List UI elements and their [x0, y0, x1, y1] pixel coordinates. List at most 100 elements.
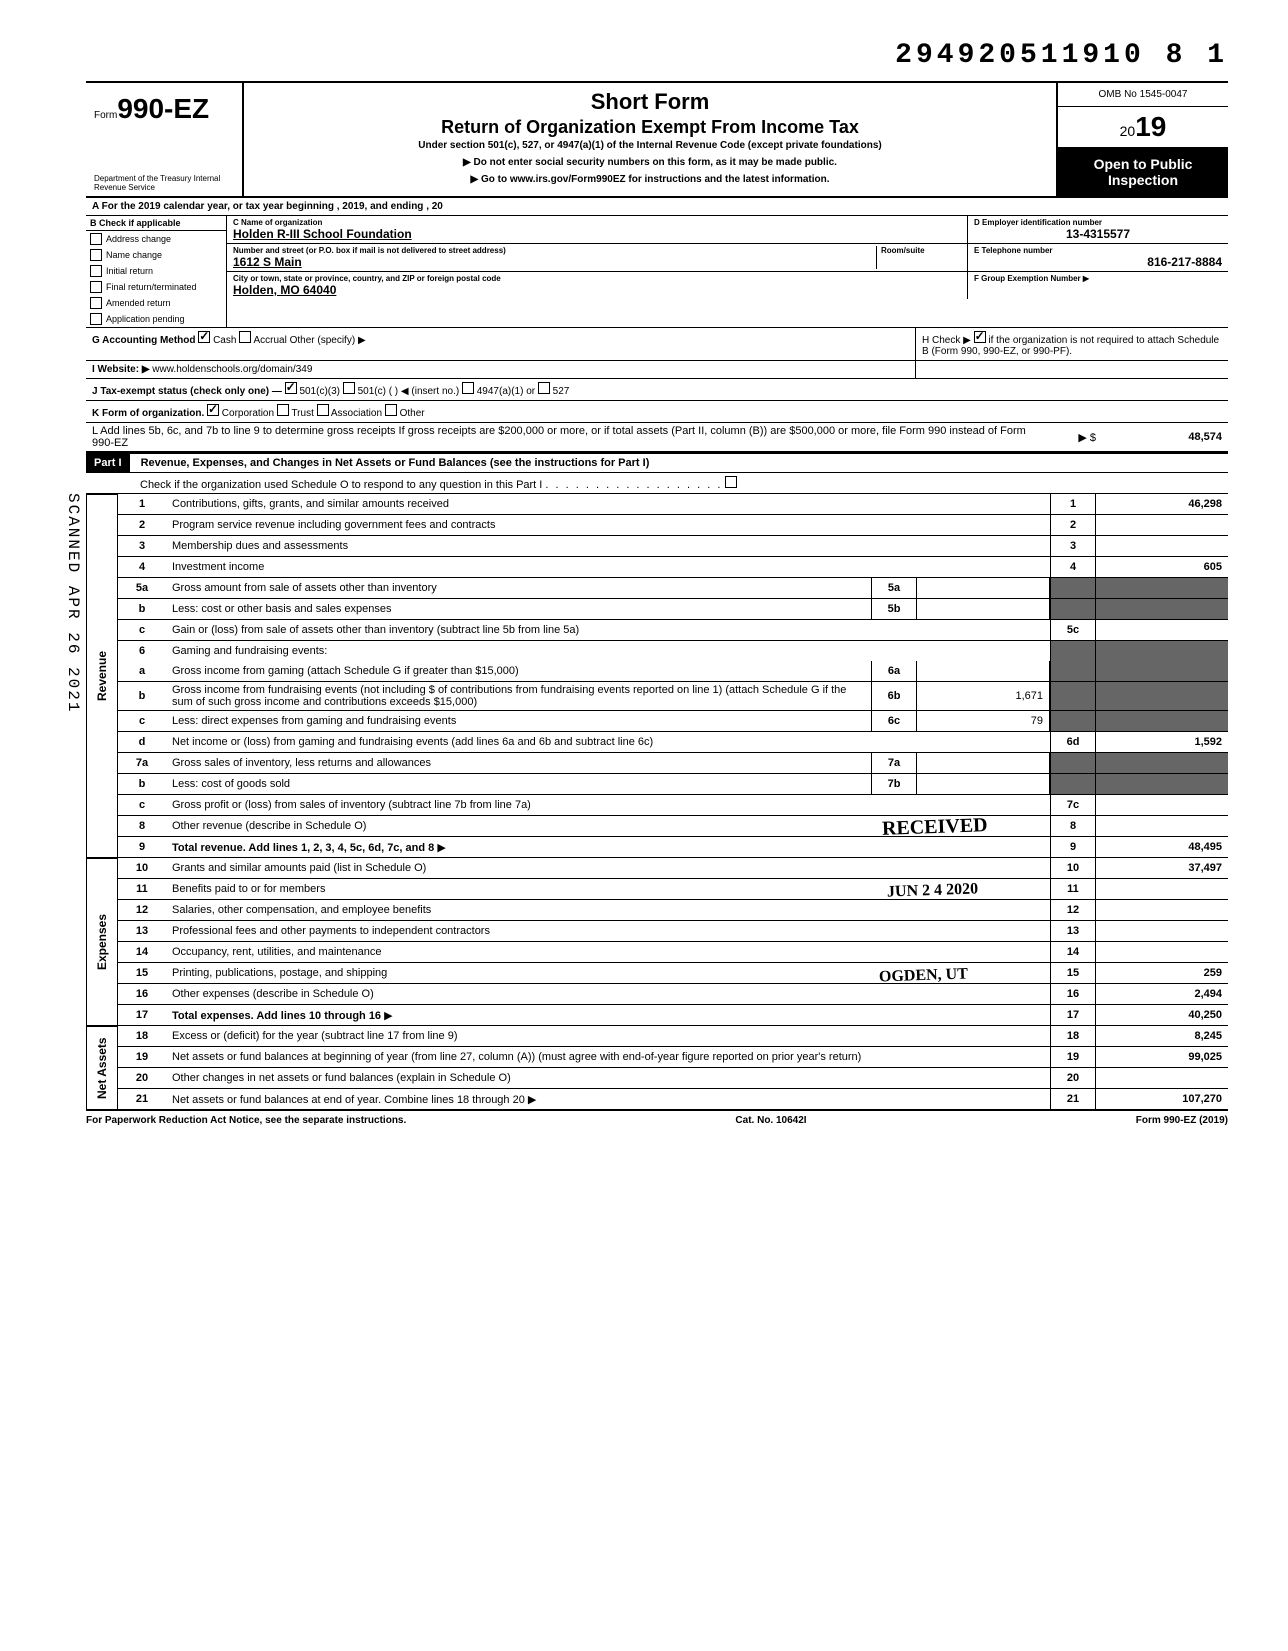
line-5b-endbox: [1050, 599, 1096, 619]
label-trust: Trust: [291, 408, 313, 419]
line-7c-num: c: [118, 797, 166, 813]
line-18-box: 18: [1050, 1026, 1096, 1046]
tax-exempt-label: J Tax-exempt status (check only one) —: [92, 386, 282, 397]
checkbox-cash[interactable]: [198, 331, 210, 343]
line-17-arrow: ▶: [384, 1010, 392, 1022]
line-7a-endval: [1096, 753, 1228, 773]
line-7b-endbox: [1050, 774, 1096, 794]
checkbox-schedule-b[interactable]: [974, 331, 986, 343]
line-7a-endbox: [1050, 753, 1096, 773]
line-7c-box: 7c: [1050, 795, 1096, 815]
line-21-desc: Net assets or fund balances at end of ye…: [172, 1094, 525, 1106]
line-17-value: 40,250: [1096, 1005, 1228, 1025]
line-9-box: 9: [1050, 837, 1096, 857]
line-6c-endbox: [1050, 711, 1096, 731]
label-amended: Amended return: [106, 298, 171, 308]
checkbox-corporation[interactable]: [207, 404, 219, 416]
label-final-return: Final return/terminated: [106, 282, 197, 292]
checkbox-association[interactable]: [317, 404, 329, 416]
line-17-desc: Total expenses. Add lines 10 through 16: [172, 1010, 381, 1022]
expenses-side-label: Expenses: [86, 858, 118, 1026]
line-4-desc: Investment income: [172, 561, 264, 573]
line-16-desc: Other expenses (describe in Schedule O): [172, 988, 374, 1000]
line-2-box: 2: [1050, 515, 1096, 535]
line-3-desc: Membership dues and assessments: [172, 540, 348, 552]
checkbox-pending[interactable]: [90, 313, 102, 325]
line-18-value: 8,245: [1096, 1026, 1228, 1046]
line-5b-desc: Less: cost or other basis and sales expe…: [172, 603, 392, 615]
line-13-box: 13: [1050, 921, 1096, 941]
room-label: Room/suite: [881, 246, 961, 255]
city-state-zip: Holden, MO 64040: [233, 283, 961, 297]
document-number: 294920511910 8 1: [60, 40, 1228, 71]
line-19-desc: Net assets or fund balances at beginning…: [172, 1051, 861, 1063]
form-org-label: K Form of organization.: [92, 408, 204, 419]
line-13-num: 13: [118, 923, 166, 939]
line-15-value: 259: [1096, 963, 1228, 983]
line-6c-midval: 79: [917, 711, 1050, 731]
line-21-num: 21: [118, 1091, 166, 1107]
row-a-tax-year: A For the 2019 calendar year, or tax yea…: [86, 198, 1228, 216]
line-5c-desc: Gain or (loss) from sale of assets other…: [172, 624, 579, 636]
line-17-box: 17: [1050, 1005, 1096, 1025]
line-10-desc: Grants and similar amounts paid (list in…: [172, 862, 426, 874]
form-number: 990-EZ: [117, 93, 209, 124]
line-5c-box: 5c: [1050, 620, 1096, 640]
checkbox-initial-return[interactable]: [90, 265, 102, 277]
label-other-method: Other (specify) ▶: [290, 335, 366, 346]
label-name-change: Name change: [106, 250, 162, 260]
line-20-desc: Other changes in net assets or fund bala…: [172, 1072, 511, 1084]
line-16-num: 16: [118, 986, 166, 1002]
website-instr: ▶ Go to www.irs.gov/Form990EZ for instru…: [254, 174, 1046, 185]
address-label: Number and street (or P.O. box if mail i…: [233, 246, 876, 255]
checkbox-accrual[interactable]: [239, 331, 251, 343]
line-l-arrow: ▶ $: [1056, 431, 1096, 444]
line-6c-midbox: 6c: [871, 711, 917, 731]
open-public-badge: Open to Public Inspection: [1058, 148, 1228, 196]
omb-number: OMB No 1545-0047: [1058, 83, 1228, 107]
line-6b-desc: Gross income from fundraising events (no…: [172, 684, 846, 708]
line-6d-desc: Net income or (loss) from gaming and fun…: [172, 736, 653, 748]
line-7b-endval: [1096, 774, 1228, 794]
checkbox-address-change[interactable]: [90, 233, 102, 245]
checkbox-schedule-o[interactable]: [725, 476, 737, 488]
checkbox-other-org[interactable]: [385, 404, 397, 416]
received-stamp: RECEIVED: [882, 814, 988, 841]
line-17-num: 17: [118, 1007, 166, 1023]
line-1-value: 46,298: [1096, 494, 1228, 514]
checkbox-final-return[interactable]: [90, 281, 102, 293]
checkbox-trust[interactable]: [277, 404, 289, 416]
line-21-value: 107,270: [1096, 1089, 1228, 1109]
line-14-box: 14: [1050, 942, 1096, 962]
line-9-num: 9: [118, 839, 166, 855]
line-4-box: 4: [1050, 557, 1096, 577]
label-accrual: Accrual: [253, 335, 286, 346]
line-9-desc: Total revenue. Add lines 1, 2, 3, 4, 5c,…: [172, 842, 434, 854]
checkbox-amended[interactable]: [90, 297, 102, 309]
ogden-stamp: OGDEN, UT: [879, 965, 968, 986]
section-b-header: B Check if applicable: [86, 216, 226, 231]
line-7b-num: b: [118, 776, 166, 792]
line-6c-desc: Less: direct expenses from gaming and fu…: [172, 715, 456, 727]
label-other-org: Other: [400, 408, 425, 419]
line-5b-midbox: 5b: [871, 599, 917, 619]
org-name-label: C Name of organization: [233, 218, 961, 227]
label-501c: 501(c) ( ) ◀ (insert no.): [358, 386, 460, 397]
line-13-value: [1096, 921, 1228, 941]
checkbox-name-change[interactable]: [90, 249, 102, 261]
line-3-num: 3: [118, 538, 166, 554]
checkbox-501c3[interactable]: [285, 382, 297, 394]
line-7b-midval: [917, 774, 1050, 794]
revenue-side-label: Revenue: [86, 494, 118, 858]
line-9-value: 48,495: [1096, 837, 1228, 857]
line-l-value: 48,574: [1096, 423, 1228, 451]
line-12-value: [1096, 900, 1228, 920]
short-form-title: Short Form: [254, 89, 1046, 115]
line-12-box: 12: [1050, 900, 1096, 920]
line-14-value: [1096, 942, 1228, 962]
checkbox-501c[interactable]: [343, 382, 355, 394]
line-6a-midbox: 6a: [871, 661, 917, 681]
checkbox-527[interactable]: [538, 382, 550, 394]
line-5b-endval: [1096, 599, 1228, 619]
checkbox-4947[interactable]: [462, 382, 474, 394]
